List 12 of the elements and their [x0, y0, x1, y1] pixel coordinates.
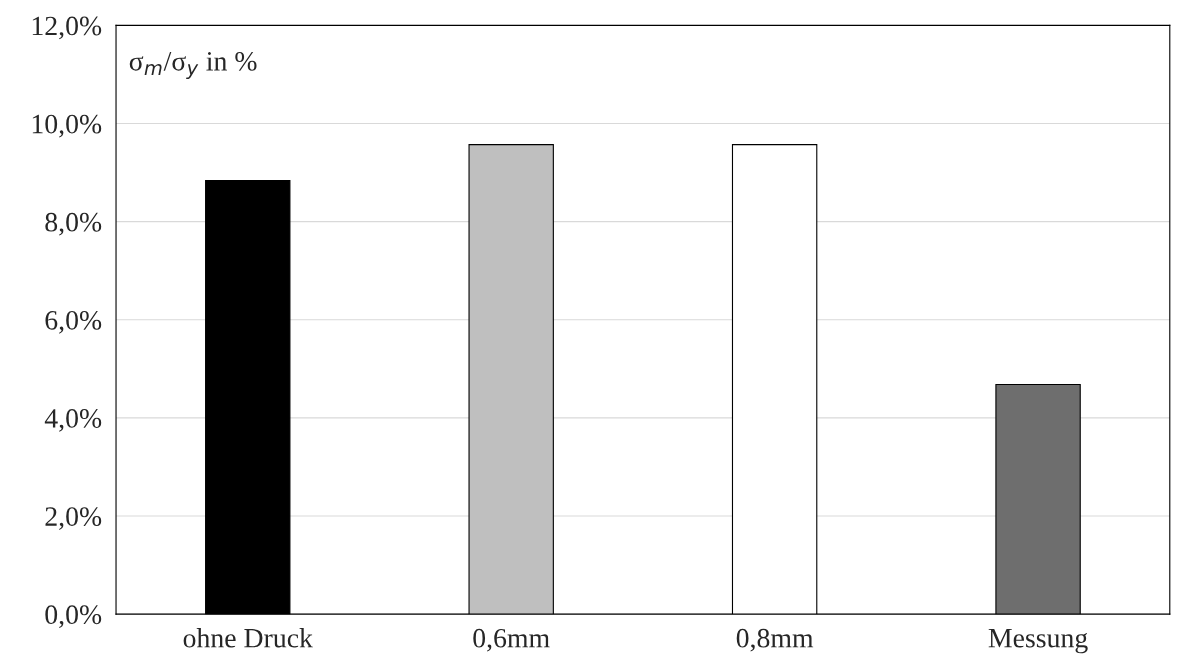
- y-tick-label: 2,0%: [45, 507, 102, 530]
- y-tick-label: 10,0%: [32, 114, 102, 138]
- x-tick-label: 0,8mm: [736, 628, 814, 652]
- x-tick-label: 0,6mm: [473, 628, 550, 652]
- y-tick-label: 4,0%: [44, 409, 102, 432]
- y-axis-title: σ$_{m}$/σ$_{y}$ in %: [129, 51, 257, 79]
- y-tick-label: 0,0%: [45, 605, 102, 629]
- x-tick-label: Messung: [988, 629, 1088, 654]
- x-tick-label: ohne Druck: [183, 628, 313, 648]
- y-tick-label: 8,0%: [45, 212, 102, 236]
- y-tick-label: 6,0%: [45, 310, 102, 334]
- y-tick-label: 12,0%: [32, 16, 102, 40]
